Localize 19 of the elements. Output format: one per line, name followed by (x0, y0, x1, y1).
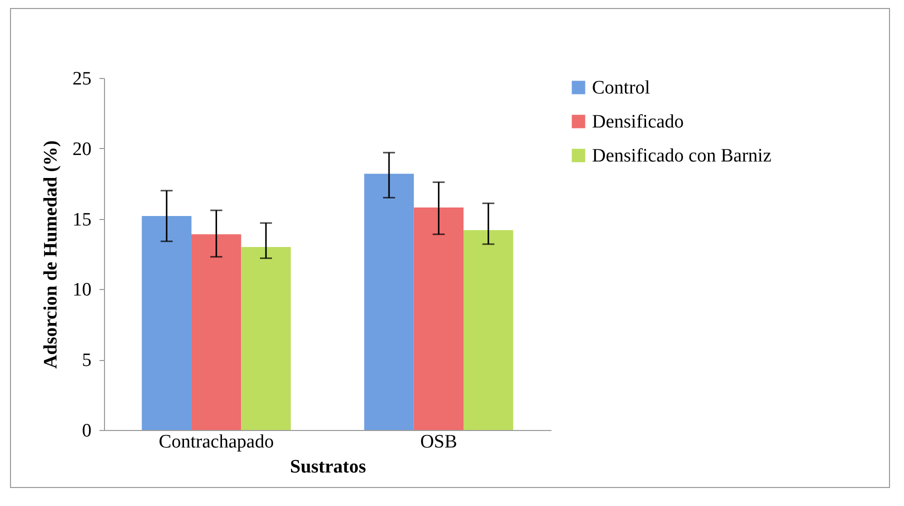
bar (191, 234, 242, 430)
legend-label: Densificado (592, 112, 684, 132)
bar (414, 208, 464, 430)
y-tick-label: 20 (72, 138, 92, 160)
y-axis-title: Adsorcion de Humedad (%) (40, 140, 62, 369)
legend-label: Control (592, 78, 650, 98)
x-tick-label: OSB (420, 432, 458, 452)
y-tick-label: 25 (72, 68, 92, 90)
y-tick-label: 15 (72, 209, 92, 230)
y-tick-label: 0 (82, 420, 92, 442)
bar (364, 174, 414, 430)
bar (241, 246, 291, 430)
x-axis-title: Sustratos (290, 456, 366, 478)
bar (464, 230, 514, 430)
bar (142, 216, 192, 430)
legend-label: Densificado con Barniz (592, 146, 772, 166)
x-tick-label: Contrachapado (158, 432, 274, 452)
y-tick-label: 5 (82, 350, 92, 372)
y-tick-label: 10 (72, 280, 92, 301)
